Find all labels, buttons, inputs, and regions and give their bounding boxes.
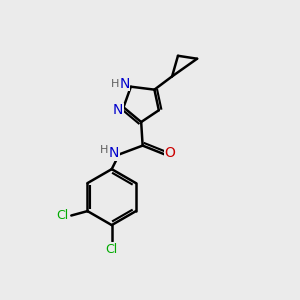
Text: Cl: Cl <box>106 243 118 256</box>
Text: N: N <box>113 103 123 117</box>
Text: N: N <box>119 77 130 91</box>
Text: H: H <box>111 79 120 89</box>
Text: Cl: Cl <box>56 209 69 222</box>
Text: N: N <box>109 146 119 160</box>
Text: H: H <box>100 145 109 155</box>
Text: O: O <box>165 146 176 160</box>
